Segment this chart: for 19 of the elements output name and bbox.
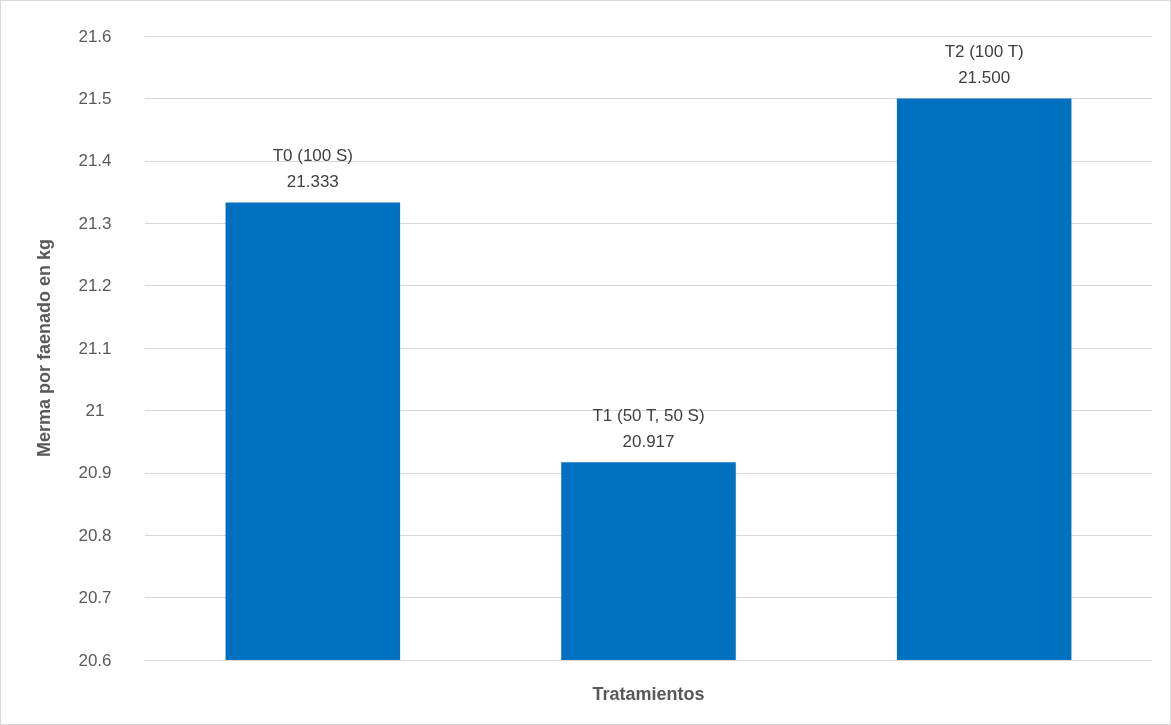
x-tick-label: T0 (100 S) — [272, 146, 353, 166]
y-tick-label: 21.3 — [78, 213, 112, 233]
y-tick-label: 20.8 — [78, 525, 112, 545]
x-tick-label: T1 (50 T, 50 S) — [592, 405, 705, 425]
data-label: 21.500 — [958, 67, 1011, 87]
y-tick-label: 21.2 — [78, 276, 112, 296]
data-label: 21.333 — [286, 172, 339, 192]
data-label: 20.917 — [622, 431, 675, 451]
x-tick-label: T2 (100 T) — [944, 41, 1024, 61]
y-tick-label: 20.6 — [78, 650, 112, 670]
y-tick-label: 20.9 — [78, 463, 112, 483]
y-tick-label: 21.1 — [78, 338, 112, 358]
y-tick-label: 20.7 — [78, 588, 112, 608]
y-tick-label: 21.5 — [78, 88, 112, 108]
x-axis-title: Tratamientos — [592, 684, 705, 704]
y-axis-title: Merma por faenado en kg — [34, 238, 54, 458]
y-tick-label: 21.6 — [78, 26, 112, 46]
y-tick-label: 21.4 — [78, 151, 112, 171]
y-tick-label: 21 — [85, 400, 105, 420]
